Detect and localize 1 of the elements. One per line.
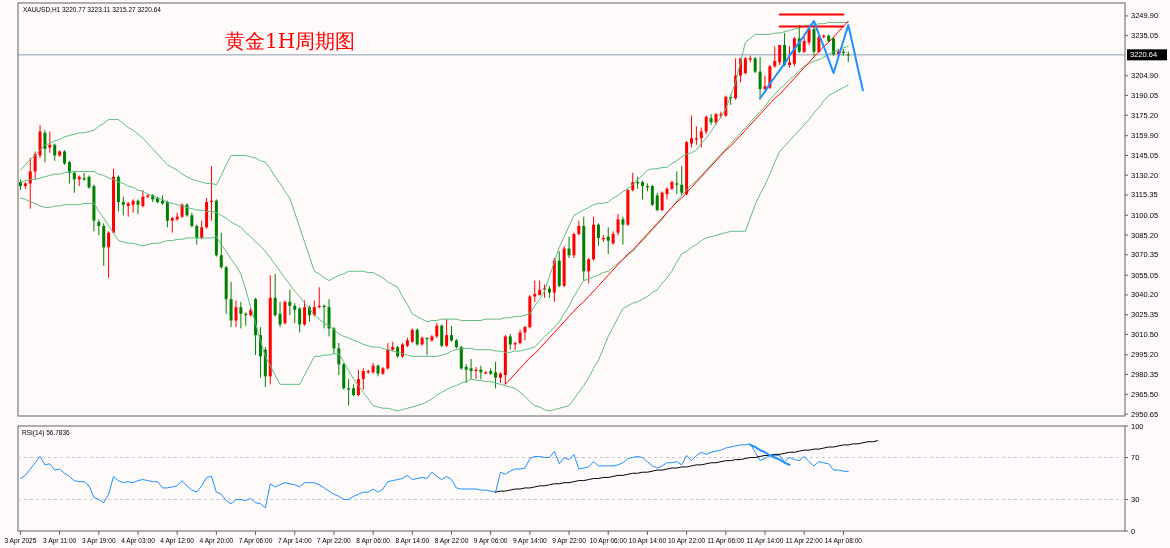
text: 黄金1H周期图 (225, 29, 356, 53)
